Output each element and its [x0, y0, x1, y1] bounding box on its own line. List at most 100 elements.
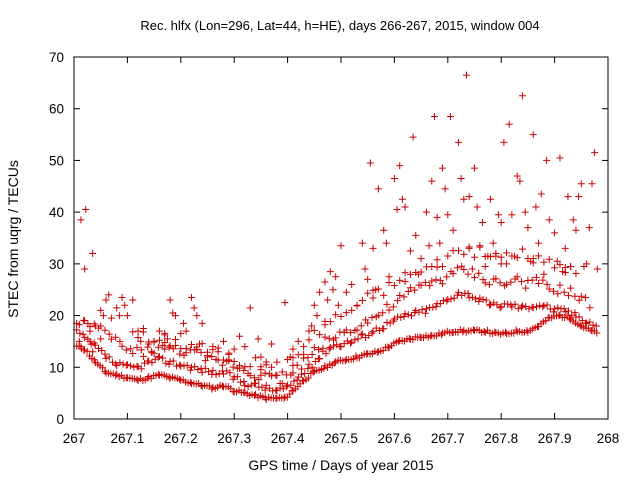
data-point [537, 190, 545, 198]
data-point [454, 247, 462, 255]
data-point [577, 180, 585, 188]
data-point [155, 336, 163, 344]
data-point [393, 206, 401, 214]
data-point [326, 268, 334, 276]
data-point [220, 370, 228, 378]
data-point [361, 265, 369, 273]
data-point [572, 226, 580, 234]
data-point [460, 195, 468, 203]
data-point [123, 361, 131, 369]
data-point [527, 257, 535, 265]
data-point [492, 250, 500, 258]
data-point [326, 318, 334, 326]
data-point [364, 289, 372, 297]
x-tick-label: 267.7 [431, 431, 465, 446]
data-point [583, 260, 591, 268]
data-point [321, 278, 329, 286]
data-point [366, 159, 374, 167]
data-point [380, 291, 388, 299]
data-point [304, 374, 312, 382]
data-point [102, 296, 110, 304]
data-point [354, 335, 362, 343]
data-point [187, 293, 195, 301]
data-point [129, 296, 137, 304]
data-point [332, 273, 340, 281]
data-point [575, 193, 583, 201]
data-point [406, 284, 414, 292]
data-point [514, 305, 522, 313]
data-point [417, 255, 425, 263]
data-point [195, 340, 203, 348]
data-point [497, 253, 505, 261]
data-point [190, 304, 198, 312]
data-point [105, 353, 113, 361]
data-point [397, 313, 405, 321]
data-point [161, 345, 169, 353]
data-point [430, 112, 438, 120]
y-tick-label: 30 [49, 257, 64, 272]
data-point [161, 338, 169, 346]
data-point [147, 348, 155, 356]
data-point [145, 357, 153, 365]
data-point [278, 368, 286, 376]
data-point [560, 305, 568, 313]
data-point [81, 317, 89, 325]
data-point [145, 340, 153, 348]
data-point [372, 286, 380, 294]
data-point [589, 321, 597, 329]
data-point [201, 357, 209, 365]
data-point [417, 281, 425, 289]
data-point [129, 328, 137, 336]
data-point [133, 375, 141, 383]
data-point [564, 292, 572, 300]
data-point [310, 344, 318, 352]
data-point [405, 334, 413, 342]
data-point [82, 206, 90, 214]
data-point [76, 329, 84, 337]
y-axis-label: STEC from uqrg / TECUs [5, 160, 21, 318]
data-point [305, 327, 313, 335]
data-point [380, 325, 388, 333]
data-point [187, 363, 195, 371]
data-point [342, 288, 350, 296]
data-point [501, 328, 509, 336]
data-point [390, 175, 398, 183]
data-point [373, 348, 381, 356]
data-point [137, 337, 145, 345]
data-point [197, 348, 205, 356]
data-point [460, 250, 468, 258]
data-point [441, 185, 449, 193]
data-point [182, 327, 190, 335]
data-point [319, 344, 327, 352]
data-point [176, 361, 184, 369]
data-point [421, 309, 429, 317]
data-point [429, 303, 437, 311]
data-point [480, 327, 488, 335]
x-tick-label: 267.5 [324, 431, 358, 446]
data-point [438, 280, 446, 288]
data-point [214, 348, 222, 356]
data-point [532, 273, 540, 281]
data-point [159, 354, 167, 362]
data-point [539, 276, 547, 284]
data-point [529, 304, 537, 312]
data-point [81, 265, 89, 273]
data-point [148, 359, 156, 367]
data-point [304, 354, 312, 362]
data-point [404, 311, 412, 319]
data-point [289, 361, 297, 369]
data-point [204, 353, 211, 361]
data-point [133, 343, 141, 351]
x-tick-label: 268 [597, 431, 620, 446]
data-point [425, 242, 433, 250]
data-point [154, 370, 162, 378]
data-point [556, 281, 564, 289]
data-point [198, 368, 206, 376]
data-point [150, 337, 158, 345]
data-point [161, 329, 169, 337]
data-point [105, 291, 113, 299]
data-point [513, 172, 521, 180]
data-point [532, 303, 540, 311]
data-point [468, 293, 476, 301]
